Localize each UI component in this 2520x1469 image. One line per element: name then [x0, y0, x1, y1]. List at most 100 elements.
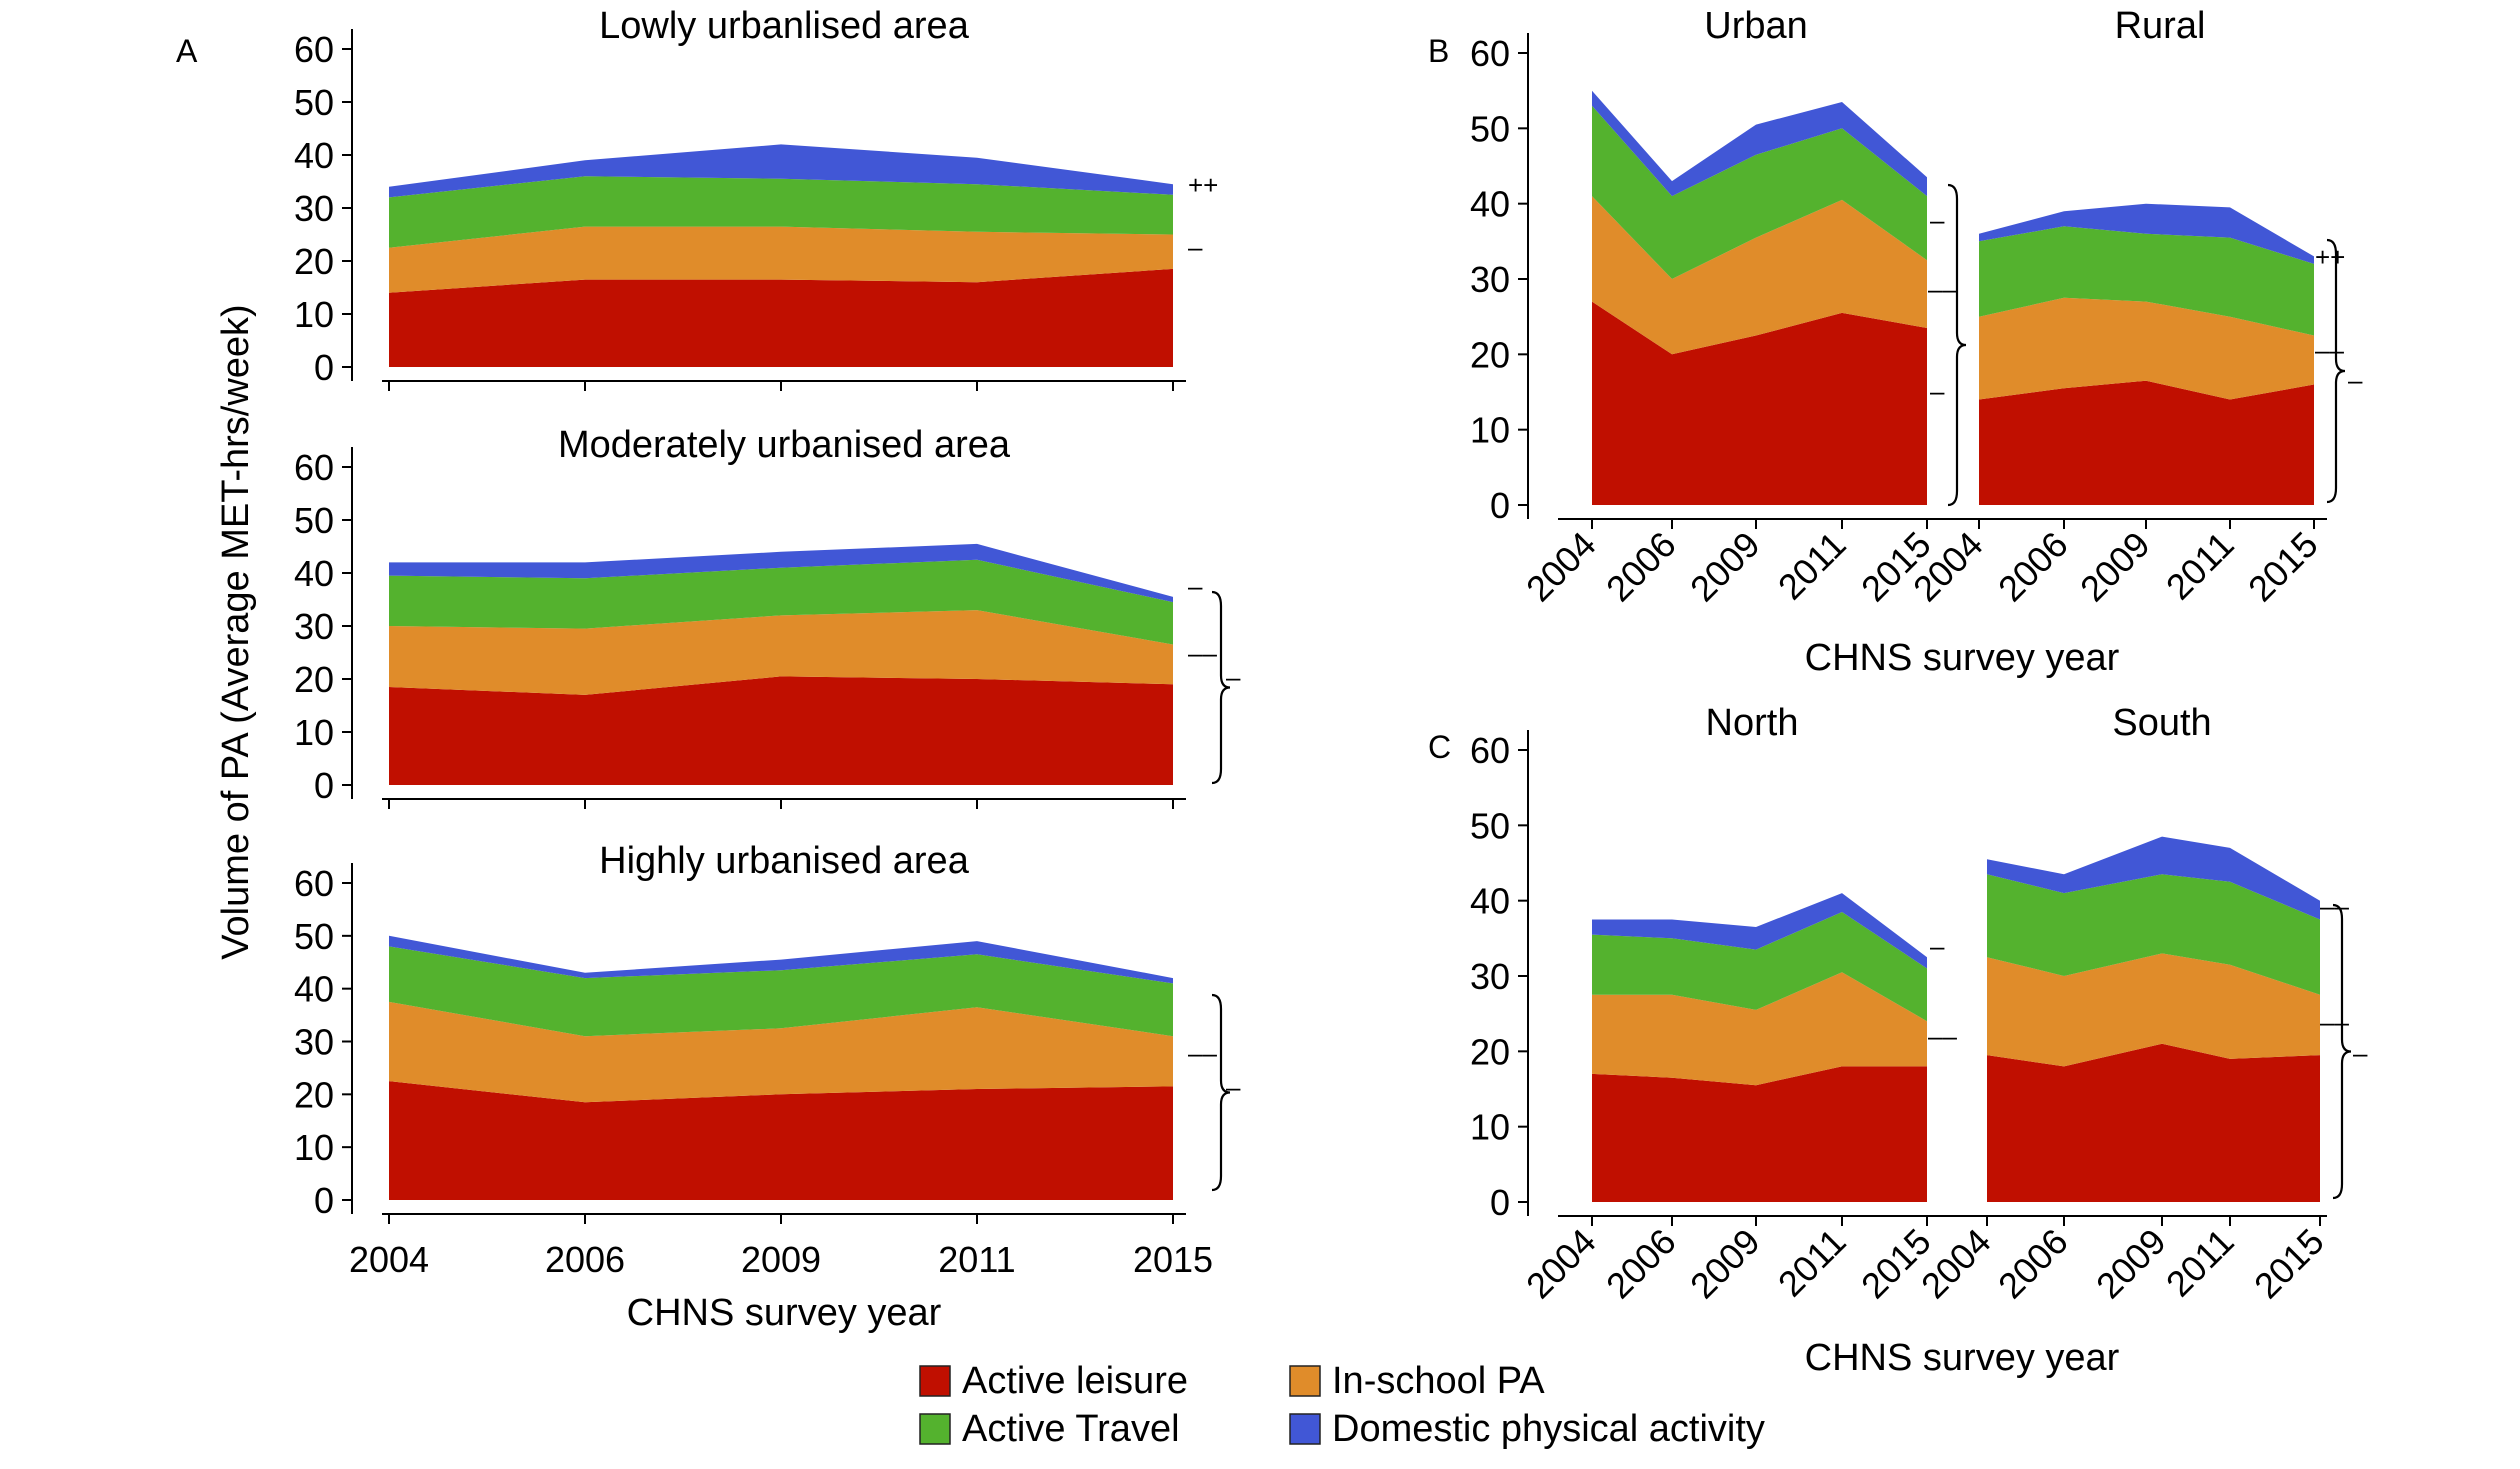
area-active-travel	[1987, 874, 2320, 995]
y-tick-label: 50	[294, 82, 334, 123]
x-tick-label: 2006	[545, 1239, 625, 1280]
area-active-travel	[1592, 105, 1927, 279]
x-tick-label: 2004	[1518, 524, 1604, 610]
y-tick-label: 20	[1470, 334, 1510, 375]
y-tick-label: 60	[1470, 730, 1510, 771]
x-tick-label: 2004	[1913, 1221, 1999, 1307]
area-active-leisure	[1592, 301, 1927, 505]
subplot-highly-urbanised-area: Highly urbanised area 0 10 20 30 40 50 60 2004 20…	[294, 840, 1241, 1280]
area-domestic-pa	[1592, 893, 1927, 969]
area-active-leisure	[1592, 1066, 1927, 1202]
panel-letter-b: B	[1428, 33, 1449, 69]
significance-marker: –	[1226, 662, 1241, 692]
y-tick-label: 20	[1470, 1031, 1510, 1072]
area-active-leisure	[389, 268, 1173, 367]
y-tick-label: 50	[294, 500, 334, 541]
significance-brace	[1211, 590, 1231, 785]
x-tick-label: 2009	[1682, 1221, 1768, 1307]
significance-marker: –	[1226, 1072, 1241, 1102]
significance-marker: –	[1188, 232, 1203, 262]
y-tick-label: 10	[294, 294, 334, 335]
y-tick-label: 20	[294, 241, 334, 282]
x-tick-label: 2009	[741, 1239, 821, 1280]
panel-letter-c: C	[1428, 729, 1451, 765]
y-tick-label: 40	[294, 969, 334, 1010]
y-tick-label: 20	[294, 1074, 334, 1115]
significance-brace	[1947, 183, 1967, 507]
x-tick-label: 2009	[1682, 524, 1768, 610]
x-axis-label-c: CHNS survey year	[1805, 1337, 2120, 1379]
area-active-leisure	[389, 676, 1173, 785]
y-tick-label: 60	[1470, 33, 1510, 74]
significance-marker: –	[1930, 205, 1945, 235]
legend-label: Active leisure	[962, 1360, 1188, 1402]
x-tick-label: 2004	[349, 1239, 429, 1280]
y-tick-label: 30	[1470, 956, 1510, 997]
area-active-travel	[389, 946, 1173, 1037]
y-tick-label: 40	[294, 553, 334, 594]
subplot-title: Moderately urbanised area	[558, 424, 1011, 466]
y-tick-label: 40	[1470, 184, 1510, 225]
x-tick-label: 2006	[1990, 1221, 2076, 1307]
subplot-title: North	[1706, 702, 1799, 744]
area-active-travel	[1592, 912, 1927, 1022]
significance-brace	[2326, 238, 2346, 504]
legend-swatch-domestic-pa	[1289, 1413, 1321, 1445]
significance-brace	[1211, 993, 1231, 1192]
x-tick-label: 2009	[2072, 524, 2158, 610]
area-domestic-pa	[1979, 203, 2314, 264]
x-tick-label: 2011	[938, 1239, 1015, 1280]
area-in-school-pa	[389, 1001, 1173, 1103]
significance-marker: ––	[1188, 638, 1217, 668]
y-tick-label: 0	[1490, 1182, 1510, 1223]
significance-marker: –	[2348, 365, 2363, 395]
significance-marker: –	[1188, 571, 1203, 601]
significance-marker: ++	[1188, 170, 1218, 200]
x-tick-label: 2011	[1770, 1221, 1854, 1305]
y-tick-label: 60	[294, 29, 334, 70]
subplot-title: Rural	[2115, 5, 2206, 47]
legend: Active leisure In-school PA Active Travel D…	[919, 1360, 1765, 1450]
x-tick-label: 2015	[2240, 524, 2326, 610]
significance-marker: ––	[1928, 274, 1957, 304]
x-tick-label: 2011	[2158, 1221, 2242, 1305]
y-tick-label: 30	[294, 606, 334, 647]
area-active-leisure	[1979, 380, 2314, 505]
subplot-moderately-urbanised-area: Moderately urbanised area0102030405060––…	[294, 424, 1241, 809]
significance-marker: ––	[1928, 1021, 1957, 1051]
y-tick-label: 20	[294, 659, 334, 700]
y-tick-label: 40	[1470, 881, 1510, 922]
legend-label: Active Travel	[962, 1408, 1180, 1450]
area-in-school-pa	[1592, 972, 1927, 1086]
x-tick-label: 2011	[1770, 524, 1854, 608]
significance-marker: –	[2353, 1038, 2368, 1068]
significance-marker: ––	[2320, 1007, 2349, 1037]
subplot-title: Highly urbanised area	[599, 840, 970, 882]
y-tick-label: 10	[294, 1127, 334, 1168]
legend-swatch-active-travel	[919, 1413, 951, 1445]
legend-swatch-in-school-pa	[1289, 1365, 1321, 1397]
y-tick-label: 30	[294, 188, 334, 229]
subplot-title: Urban	[1704, 5, 1808, 47]
significance-marker: ––	[2315, 335, 2344, 365]
area-in-school-pa	[389, 610, 1173, 695]
y-tick-label: 50	[1470, 805, 1510, 846]
x-tick-label: 2006	[1598, 524, 1684, 610]
significance-marker: –	[1930, 376, 1945, 406]
panel-letter-a: A	[176, 33, 198, 69]
x-tick-label: 2009	[2088, 1221, 2174, 1307]
significance-marker: –	[1930, 931, 1945, 961]
area-active-travel	[1979, 226, 2314, 336]
y-tick-label: 60	[294, 863, 334, 904]
y-tick-label: 40	[294, 135, 334, 176]
subplot-title: Lowly urbanlised area	[599, 5, 970, 47]
x-tick-label: 2006	[1990, 524, 2076, 610]
y-tick-label: 0	[314, 765, 334, 806]
area-domestic-pa	[389, 935, 1173, 984]
area-active-travel	[389, 559, 1173, 645]
